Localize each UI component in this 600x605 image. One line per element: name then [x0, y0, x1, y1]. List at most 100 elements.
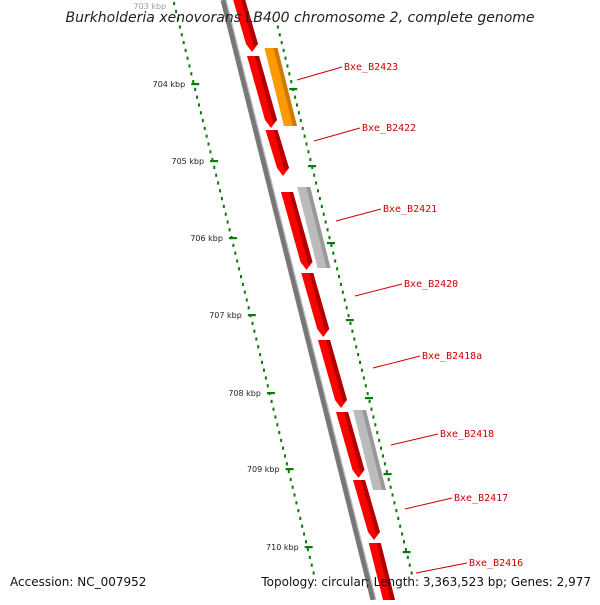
inner-tick-mark [197, 103, 200, 107]
outer-tick-mark [299, 119, 302, 123]
outer-tick-mark [402, 540, 405, 544]
gene-label-leader [354, 283, 403, 297]
pseudo-gene-box-shade [362, 410, 386, 490]
outer-tick-mark [317, 189, 320, 193]
outer-tick-mark [349, 321, 352, 325]
inner-tick-mark [190, 72, 193, 76]
gene-arrow-shade [309, 273, 330, 332]
outer-tick-mark [278, 33, 281, 37]
scale-tick-label: 704 kbp [153, 80, 186, 89]
outer-tick-mark [288, 72, 291, 76]
inner-tick-mark [276, 423, 279, 427]
backbone-line [220, 0, 376, 601]
outer-tick-mark [345, 306, 348, 310]
outer-tick-mark [355, 345, 358, 349]
gene-label[interactable]: Bxe_B2420 [404, 279, 458, 290]
outer-tick-mark [284, 56, 287, 60]
major-tick-mark [304, 546, 313, 549]
outer-tick-mark [276, 25, 279, 29]
inner-tick-mark [211, 158, 214, 162]
gene-label[interactable]: Bxe_B2416 [469, 558, 523, 569]
gene-arrow [318, 340, 347, 408]
inner-tick-mark [178, 25, 181, 29]
outer-tick-mark [395, 509, 398, 513]
gene-label-leader [404, 497, 453, 510]
inner-tick-mark [310, 563, 313, 567]
inner-tick-mark [251, 321, 254, 325]
outer-tick-mark [322, 212, 325, 216]
major-tick-mark [289, 88, 298, 91]
inner-tick-mark [232, 243, 235, 247]
outer-tick-mark [324, 220, 327, 224]
gene-track [233, 0, 397, 605]
outer-tick-mark [359, 360, 362, 364]
scale-ticks: 703 kbp 704 kbp 705 kbp 706 kbp 707 kbp 708 k… [134, 2, 413, 575]
inner-tick-mark [175, 9, 178, 13]
gene-label-leader [313, 127, 361, 142]
major-tick-mark [210, 160, 219, 163]
outer-tick-mark [347, 314, 350, 318]
gene-arrow-shade [361, 480, 380, 535]
outer-tick-mark [391, 493, 394, 497]
outer-tick-mark [372, 415, 375, 419]
outer-tick-mark [286, 64, 289, 68]
gene-label[interactable]: Bxe_B2417 [454, 493, 508, 504]
major-tick-mark [285, 468, 294, 471]
outer-tick-mark [406, 555, 409, 559]
scale-tick-label: 708 kbp [228, 389, 261, 398]
outer-tick-mark [318, 197, 321, 201]
topology-text: Topology: circular; Length: 3,363,523 bp… [261, 575, 591, 589]
outer-tick-mark [408, 563, 411, 567]
gene-label[interactable]: Bxe_B2421 [383, 204, 437, 215]
inner-tick-mark [293, 493, 296, 497]
outer-tick-mark [326, 228, 329, 232]
gene-label[interactable]: Bxe_B2418 [440, 429, 494, 440]
gene-label[interactable]: Bxe_B2423 [344, 62, 398, 73]
gene-arrow [247, 56, 277, 128]
gene-arrow-shade [289, 192, 313, 265]
inner-tick-mark [304, 540, 307, 544]
gene-arrow-shade [376, 543, 397, 605]
inner-tick-mark [272, 407, 275, 411]
gene-labels: Bxe_B2423 Bxe_B2422 Bxe_B2421 Bxe_B2420 Bxe_… [296, 62, 523, 574]
inner-tick-mark [255, 337, 258, 341]
outer-tick-mark [399, 524, 402, 528]
inner-tick-mark [194, 87, 197, 91]
inner-tick-mark [299, 516, 302, 520]
gene-arrow-shade [326, 340, 347, 403]
gene-label[interactable]: Bxe_B2418a [422, 351, 482, 362]
outer-tick-mark [328, 236, 331, 240]
inner-tick-mark [228, 228, 231, 232]
gene-arrow-shade [344, 412, 365, 473]
gene-arrow [281, 192, 313, 270]
inner-tick-mark [291, 485, 294, 489]
outer-tick-mark [393, 501, 396, 505]
backbone [220, 0, 377, 601]
outer-tick-mark [401, 532, 404, 536]
gene-arrow [336, 412, 365, 478]
inner-tick-mark [274, 415, 277, 419]
inner-tick-mark [186, 56, 189, 60]
major-tick-mark [228, 237, 237, 240]
scale-tick-label: 710 kbp [266, 543, 299, 552]
inner-tick-mark [220, 197, 223, 201]
inner-tick-mark [173, 2, 176, 6]
gene-arrow [301, 273, 330, 337]
outer-tick-mark [364, 384, 367, 388]
inner-tick-mark [312, 571, 315, 575]
inner-tick-mark [213, 165, 216, 169]
outer-tick-mark [313, 173, 316, 177]
outer-tick-mark [397, 516, 400, 520]
outer-tick-mark [376, 431, 379, 435]
outer-tick-mark [370, 407, 373, 411]
outer-tick-mark [315, 181, 318, 185]
gene-label[interactable]: Bxe_B2422 [362, 123, 416, 134]
major-tick-mark [326, 242, 335, 245]
inner-tick-mark [203, 126, 206, 130]
outer-tick-mark [366, 392, 369, 396]
gene-arrow [353, 480, 380, 540]
inner-tick-mark [219, 189, 222, 193]
major-tick-mark [247, 314, 256, 317]
inner-tick-mark [285, 462, 288, 466]
